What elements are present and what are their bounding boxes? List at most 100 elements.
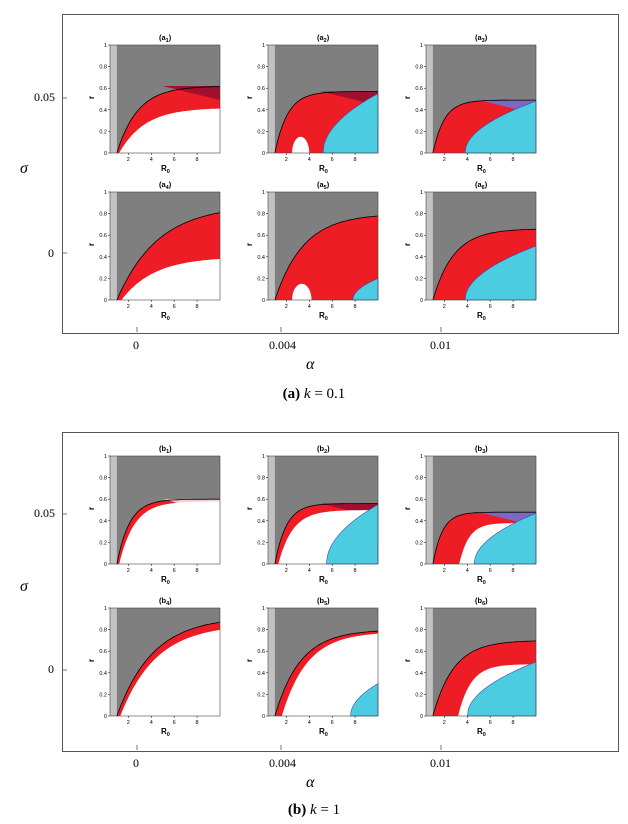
y-tick-label: 0.4: [99, 108, 107, 114]
y-tick-label: 0.6: [99, 649, 107, 655]
panel-b-4: 0 0.2 0.4 0.6 0.8 1 2 4 6 8 R0 r (b4): [87, 596, 221, 738]
figure-b-x-tick-2: 0.01: [430, 756, 451, 770]
panel-title-sub: 6: [482, 185, 485, 191]
panel-title-sub: 2: [324, 449, 327, 455]
panel-frame: [425, 455, 537, 565]
y-tick-label: 1: [420, 454, 423, 460]
panel-title: (a1): [159, 33, 172, 44]
x-tick-label: 2: [285, 720, 288, 726]
y-tick-label: 0.4: [99, 519, 107, 525]
region-accent: [478, 100, 536, 115]
y-tick-label: 0.6: [99, 86, 107, 92]
panel-title: (b2): [317, 444, 330, 455]
panel-frame: [267, 44, 379, 154]
y-tick-label: 0: [104, 562, 107, 568]
panel-title-sub: 1: [166, 449, 169, 455]
panel-x-label-sub: 0: [483, 732, 486, 738]
y-tick-label: 0.8: [415, 65, 423, 71]
region-accent: [162, 86, 220, 101]
panel-x-label: R0: [319, 727, 328, 738]
y-tick-label: 0.6: [257, 233, 265, 239]
boundary-curve: [274, 503, 378, 565]
y-tick-label: 0.6: [257, 86, 265, 92]
x-tick-label: 8: [196, 304, 199, 310]
panel-a-1: 0 0.2 0.4 0.6 0.8 1 2 4 6 8 R0 r (a1): [87, 33, 221, 175]
region-cyan: [350, 683, 379, 717]
y-tick-label: 0.8: [99, 65, 107, 71]
panel-y-label: r: [403, 243, 412, 246]
y-tick-label: 0: [420, 151, 423, 157]
region-light-gray: [110, 45, 117, 153]
x-tick-label: 4: [308, 304, 311, 310]
panel-title-close: ): [327, 33, 330, 42]
panel-x-label-sub: 0: [325, 580, 328, 586]
boundary-curve: [274, 630, 379, 717]
y-tick-label: 0: [104, 298, 107, 304]
panel-x-label-sub: 0: [325, 732, 328, 738]
region-white: [120, 629, 220, 716]
region-cyan: [464, 245, 537, 301]
figure-b-x-tick-0: 0: [133, 756, 139, 770]
region-red: [274, 216, 378, 300]
y-tick-label: 0.8: [99, 628, 107, 634]
x-tick-label: 2: [443, 568, 446, 574]
x-tick-label: 4: [308, 157, 311, 163]
x-tick-label: 2: [127, 157, 130, 163]
region-light-gray: [110, 456, 117, 564]
x-tick-label: 4: [150, 304, 153, 310]
panel-title-close: ): [327, 180, 330, 189]
figure-b-y-axis-label: σ: [20, 578, 28, 595]
x-tick-label: 4: [466, 157, 469, 163]
figure-a-y-tick-1: 0: [48, 246, 54, 260]
panel-x-label: R0: [161, 727, 170, 738]
figure-b-caption-label: (b): [287, 802, 307, 818]
region-light-gray: [268, 45, 275, 153]
x-tick-label: 6: [173, 157, 176, 163]
y-tick-label: 0.2: [257, 129, 265, 135]
region-white: [119, 108, 220, 153]
panel-title-sub: 6: [482, 601, 485, 607]
y-tick-label: 0.2: [99, 540, 107, 546]
region-white-bump: [292, 136, 310, 153]
panel-x-label-sub: 0: [167, 580, 170, 586]
y-tick-label: 0.8: [415, 628, 423, 634]
region-white: [281, 633, 378, 716]
y-tick-label: 0.6: [415, 233, 423, 239]
panel-title-close: ): [485, 596, 488, 605]
panel-x-label-sub: 0: [325, 169, 328, 175]
panel-title-close: ): [169, 180, 172, 189]
panel-frame: [425, 607, 537, 717]
panel-a-5: 0 0.2 0.4 0.6 0.8 1 2 4 6 8 R0 r (a5): [245, 180, 379, 322]
y-tick-label: 1: [262, 190, 265, 196]
x-tick-label: 6: [489, 720, 492, 726]
boundary-curve: [274, 91, 378, 154]
panel-y-label: r: [245, 96, 254, 99]
region-cyan: [467, 661, 537, 717]
figure-b-y-tick-1: 0: [48, 662, 54, 676]
panel-frame: [267, 455, 379, 565]
boundary-curve: [274, 215, 379, 301]
x-tick-label: 6: [489, 304, 492, 310]
figure-a-y-tick-0: 0.05: [34, 90, 55, 104]
x-tick-label: 4: [150, 720, 153, 726]
y-tick-label: 0.4: [415, 671, 423, 677]
x-tick-label: 4: [150, 157, 153, 163]
y-tick-label: 0.6: [99, 233, 107, 239]
panel-title: (a2): [317, 33, 330, 44]
panel-x-label: R0: [319, 164, 328, 175]
panel-a-4: 0 0.2 0.4 0.6 0.8 1 2 4 6 8 R0 r (a4): [87, 180, 221, 322]
panel-y-label: r: [403, 96, 412, 99]
panel-title-close: ): [485, 444, 488, 453]
panel-y-label: r: [245, 507, 254, 510]
y-tick-label: 1: [420, 606, 423, 612]
x-tick-label: 2: [285, 157, 288, 163]
y-tick-label: 0.2: [415, 276, 423, 282]
figure-b-x-axis-label: α: [306, 774, 315, 791]
panel-y-label: r: [87, 507, 96, 510]
panel-x-label-sub: 0: [325, 316, 328, 322]
panel-y-label: r: [403, 659, 412, 662]
panel-title: (a6): [475, 180, 488, 191]
y-tick-label: 1: [420, 190, 423, 196]
y-tick-label: 0.6: [257, 497, 265, 503]
y-tick-label: 0.6: [415, 86, 423, 92]
